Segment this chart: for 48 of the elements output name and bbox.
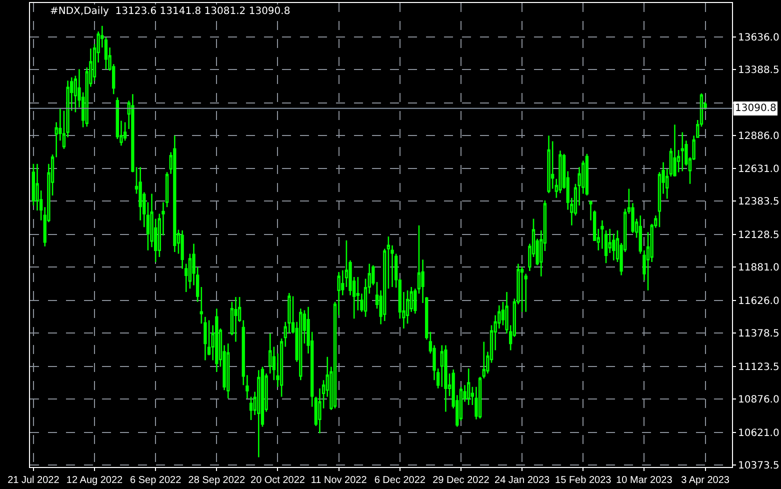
y-tick-label: 12631.0 — [738, 164, 780, 176]
candlestick — [520, 266, 524, 313]
candlestick — [207, 320, 211, 356]
candlestick — [257, 370, 260, 458]
candlestick — [234, 296, 238, 342]
candlestick — [524, 273, 528, 313]
x-tick-label: 11 Nov 2022 — [310, 475, 368, 486]
candlestick — [299, 308, 302, 381]
candlestick — [406, 290, 410, 324]
x-tick-label: 10 Mar 2023 — [616, 475, 673, 486]
candlestick — [226, 342, 230, 400]
y-tick-label: 11881.0 — [738, 262, 780, 274]
y-tick-label: 12383.5 — [738, 196, 780, 208]
x-tick-label: 28 Sep 2022 — [188, 475, 246, 486]
x-tick-label: 29 Dec 2022 — [432, 475, 490, 486]
y-tick-label: 11378.5 — [738, 328, 780, 340]
x-tick-label: 24 Jan 2023 — [494, 475, 550, 486]
candlestick — [249, 396, 253, 421]
x-tick-label: 12 Aug 2022 — [66, 475, 124, 486]
candlestick — [673, 124, 676, 178]
candlestick — [215, 308, 218, 373]
y-tick-label: 12886.0 — [738, 130, 780, 142]
candlestick — [32, 163, 36, 206]
candlestick — [123, 122, 127, 142]
y-tick-label: 10373.5 — [738, 460, 780, 472]
y-tick-label: 13636.0 — [738, 32, 780, 44]
x-tick-label: 15 Feb 2023 — [555, 475, 612, 486]
candlestick — [612, 233, 616, 261]
candlestick — [444, 344, 448, 412]
chart-title: #NDX,Daily 13123.6 13141.8 13081.2 13090.8 — [50, 6, 290, 17]
candlestick — [680, 132, 684, 172]
candlestick — [558, 150, 562, 194]
x-tick-label: 6 Dec 2022 — [374, 475, 426, 486]
y-tick-label: 12128.5 — [738, 230, 780, 242]
x-tick-label: 6 Sep 2022 — [130, 475, 182, 486]
y-tick-label: 11123.5 — [738, 362, 780, 374]
candlestick — [467, 368, 470, 406]
ref-line-label: 13090.8 — [735, 103, 776, 114]
x-tick-label: 21 Jul 2022 — [8, 475, 60, 486]
y-tick-label: 10876.0 — [738, 394, 780, 406]
candlestick — [173, 135, 176, 253]
y-tick-label: 13388.5 — [738, 64, 780, 76]
x-tick-label: 3 Apr 2023 — [681, 475, 730, 486]
y-tick-label: 10621.0 — [738, 428, 780, 439]
x-tick-label: 20 Oct 2022 — [250, 475, 306, 486]
candlestick — [547, 135, 550, 194]
candlestick — [585, 153, 589, 196]
y-tick-label: 11626.0 — [738, 296, 780, 308]
